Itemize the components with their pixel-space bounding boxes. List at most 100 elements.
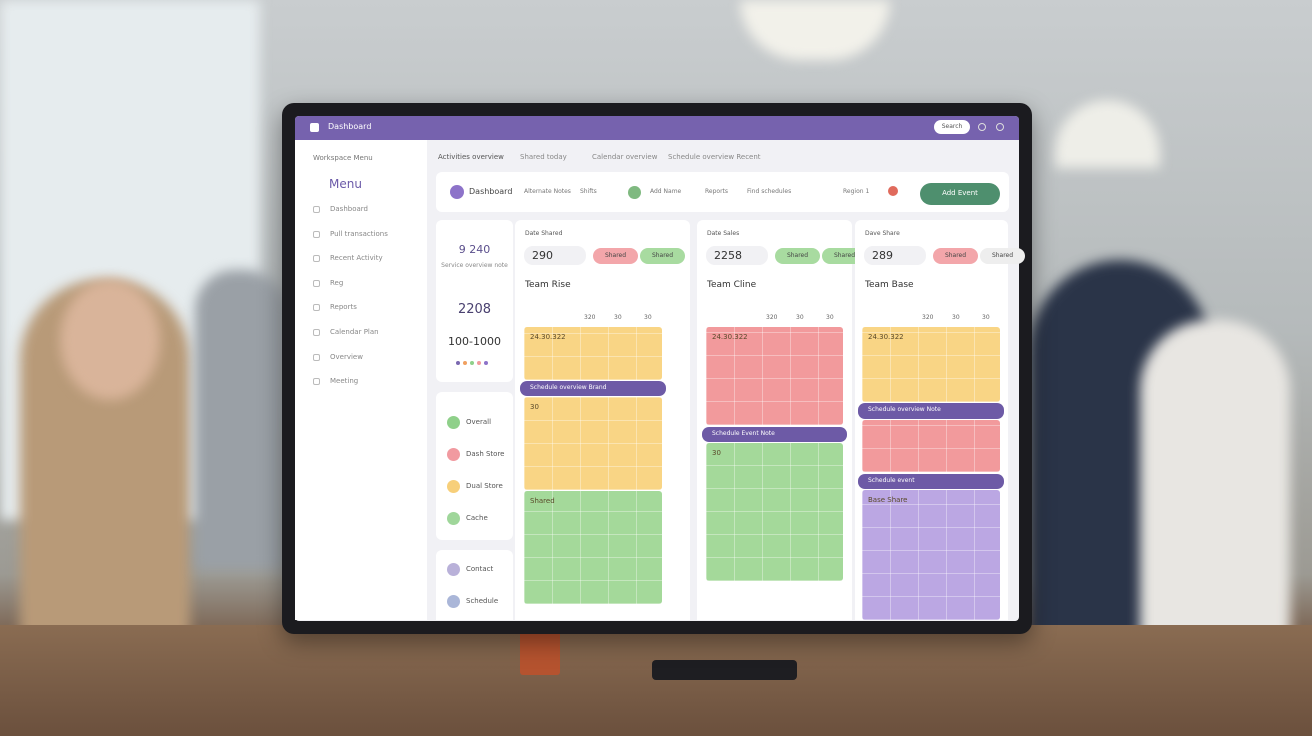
event-label: 24.30.322 xyxy=(868,333,904,341)
sidebar-icon xyxy=(313,353,320,361)
logo-icon xyxy=(310,123,319,132)
tab[interactable]: Schedule overview Recent xyxy=(668,153,761,161)
lamp xyxy=(1055,100,1160,168)
toolbar xyxy=(436,172,1009,212)
toolbar-field[interactable]: Add Name xyxy=(650,188,682,195)
event-bar[interactable] xyxy=(702,427,847,442)
toolbar-user: Dashboard xyxy=(469,187,513,196)
event-bar-label: Schedule event xyxy=(868,477,915,484)
time-label: 30 xyxy=(614,314,622,321)
time-label: 30 xyxy=(826,314,834,321)
event-bar[interactable] xyxy=(858,403,1004,419)
event-bar[interactable] xyxy=(520,381,666,396)
tab[interactable]: Calendar overview xyxy=(592,153,658,161)
dot xyxy=(456,361,460,365)
column-value: 2258 xyxy=(706,246,768,265)
event-bar-label: Schedule overview Note xyxy=(868,406,941,413)
header-bar xyxy=(295,116,1019,140)
contact-icon xyxy=(447,512,460,525)
event-bar[interactable] xyxy=(858,474,1004,489)
toolbar-dot xyxy=(628,186,641,199)
tab[interactable]: Shared today xyxy=(520,153,567,161)
sidebar-title: Menu xyxy=(329,177,362,191)
contact-icon xyxy=(447,416,460,429)
event-block[interactable] xyxy=(524,327,662,380)
sidebar-icon xyxy=(313,378,320,386)
event-bar-label: Schedule overview Brand xyxy=(530,384,607,391)
dot xyxy=(477,361,481,365)
contact-icon xyxy=(447,448,460,461)
column-value: 290 xyxy=(524,246,586,265)
header-icon[interactable] xyxy=(996,123,1004,131)
summary-card xyxy=(436,220,513,382)
event-block[interactable] xyxy=(862,327,1000,402)
column-title: Team Cline xyxy=(707,280,757,290)
person-label[interactable]: Schedule xyxy=(466,597,499,605)
event-block[interactable] xyxy=(862,420,1000,472)
event-label: 30 xyxy=(712,449,721,457)
contact-label[interactable]: Cache xyxy=(466,514,488,522)
sidebar-item[interactable]: Reg xyxy=(330,278,344,287)
summary-range: 100-1000 xyxy=(448,335,501,348)
chip[interactable]: Shared xyxy=(933,248,978,264)
cup xyxy=(520,630,560,675)
sidebar-icon xyxy=(313,206,320,213)
event-block[interactable] xyxy=(524,397,662,490)
event-block[interactable] xyxy=(706,443,843,581)
event-bar-label: Schedule Event Note xyxy=(712,430,775,437)
toolbar-dot xyxy=(888,186,898,196)
event-label: 24.30.322 xyxy=(712,333,748,341)
toolbar-field[interactable]: Reports xyxy=(705,188,729,195)
column-header: Date Sales xyxy=(707,230,740,237)
sidebar-item[interactable]: Calendar Plan xyxy=(330,328,379,336)
column-title: Team Rise xyxy=(525,280,571,290)
time-label: 30 xyxy=(952,314,960,321)
chip[interactable]: Shared xyxy=(775,248,820,264)
sidebar-item[interactable]: Meeting xyxy=(330,377,359,386)
contact-label[interactable]: Dual Store xyxy=(466,482,503,490)
dot xyxy=(463,361,467,365)
contact-label[interactable]: Dash Store xyxy=(466,450,505,458)
chip[interactable]: Shared xyxy=(640,248,685,264)
contact-icon xyxy=(447,480,460,493)
sidebar-icon xyxy=(313,230,320,238)
event-block[interactable] xyxy=(524,491,662,604)
time-label: 320 xyxy=(584,314,596,321)
column-header: Date Shared xyxy=(525,230,563,237)
sidebar-item[interactable]: Overview xyxy=(330,352,363,361)
summary-stat: 2208 xyxy=(457,302,492,317)
column-title: Team Base xyxy=(865,280,914,290)
person xyxy=(1140,320,1290,650)
person-label[interactable]: Contact xyxy=(466,565,494,573)
event-block[interactable] xyxy=(862,490,1000,620)
sidebar-item[interactable]: Recent Activity xyxy=(330,254,383,263)
event-block[interactable] xyxy=(706,327,843,425)
summary-value: 9 240 xyxy=(458,243,491,256)
avatar xyxy=(450,185,464,199)
toolbar-button[interactable]: Add Event xyxy=(920,183,1000,205)
event-label: 24.30.322 xyxy=(530,333,566,341)
person-face xyxy=(60,280,160,400)
chip[interactable]: Shared xyxy=(593,248,638,264)
chip[interactable]: Shared xyxy=(980,248,1025,264)
sidebar-icon xyxy=(313,329,320,336)
contact-label[interactable]: Overall xyxy=(466,418,492,426)
sidebar-icon xyxy=(313,304,320,312)
search-pill[interactable]: Search xyxy=(934,120,970,134)
toolbar-field[interactable]: Alternate Notes xyxy=(524,188,571,195)
column-header: Dave Share xyxy=(865,230,900,237)
toolbar-field[interactable]: Region 1 xyxy=(843,188,870,195)
toolbar-field[interactable]: Shifts xyxy=(580,188,597,195)
sidebar-item[interactable]: Pull transactions xyxy=(330,229,388,238)
sidebar-item[interactable]: Reports xyxy=(330,303,357,312)
dot xyxy=(470,361,474,365)
phone xyxy=(652,660,797,680)
sidebar-icon xyxy=(313,279,320,287)
tab[interactable]: Activities overview xyxy=(438,153,504,161)
sidebar-icon xyxy=(313,255,320,263)
header-icon[interactable] xyxy=(978,123,986,131)
event-label: Shared xyxy=(530,497,555,505)
toolbar-field[interactable]: Find schedules xyxy=(747,188,792,195)
sidebar-item[interactable]: Dashboard xyxy=(330,205,368,213)
